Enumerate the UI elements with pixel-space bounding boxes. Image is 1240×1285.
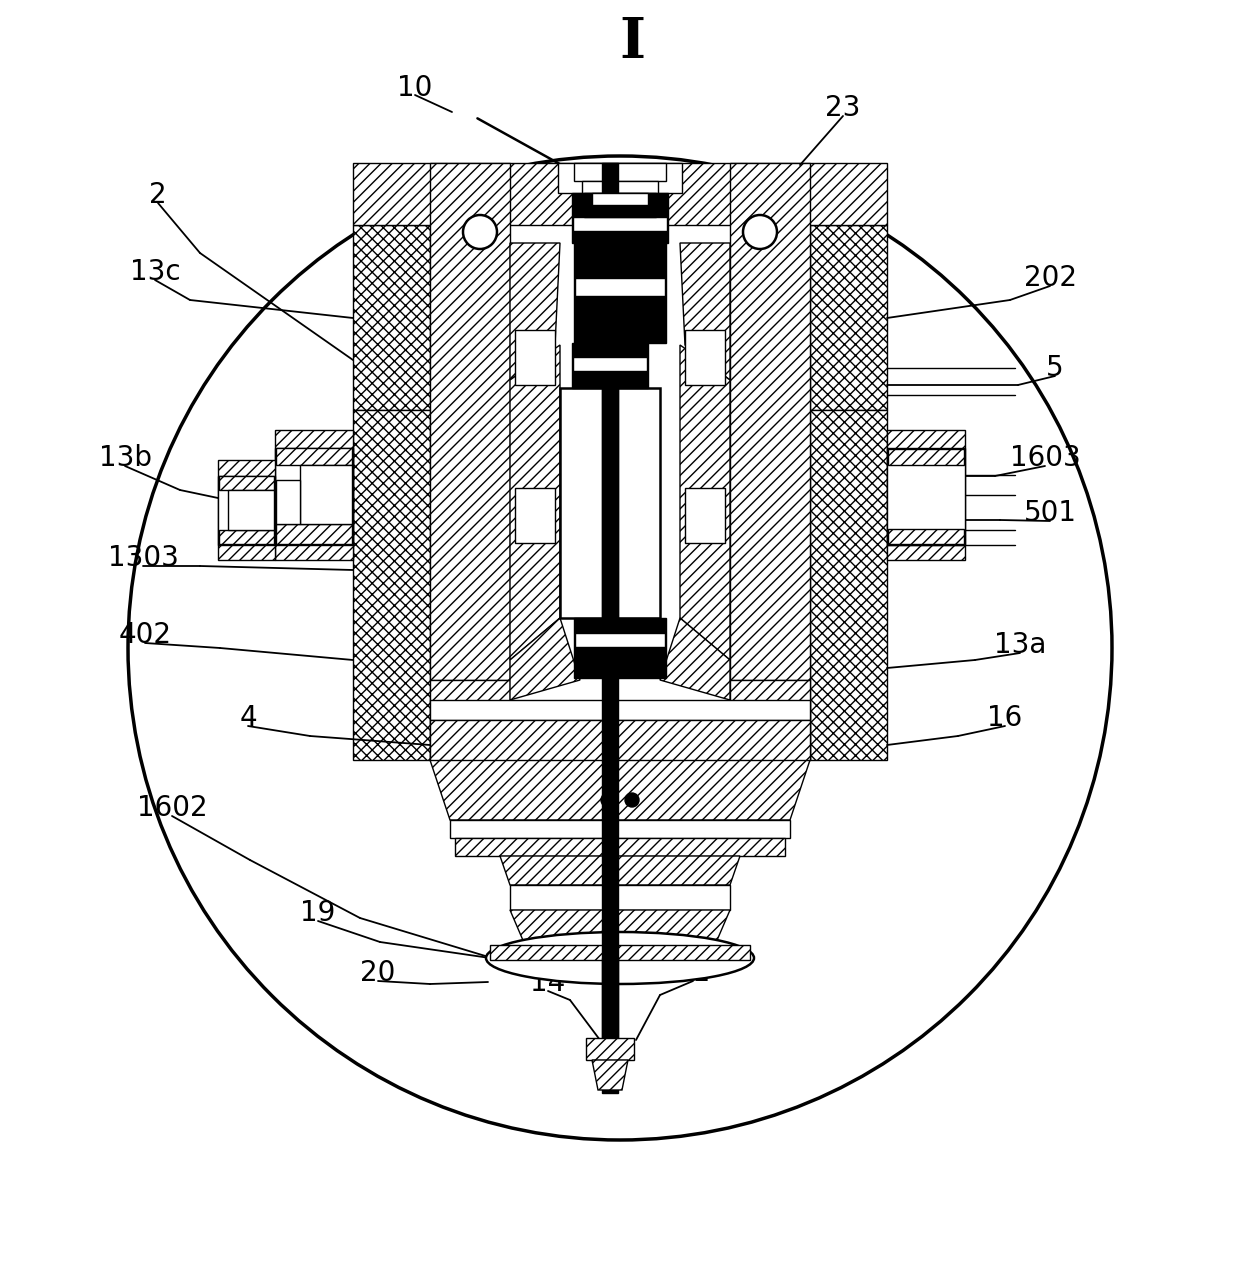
Polygon shape — [680, 243, 730, 380]
Polygon shape — [277, 448, 352, 465]
Text: 1303: 1303 — [108, 544, 179, 572]
Polygon shape — [887, 430, 965, 560]
Polygon shape — [455, 838, 785, 856]
Bar — [575, 634, 665, 648]
Circle shape — [128, 155, 1112, 1140]
Polygon shape — [490, 944, 750, 960]
Bar — [277, 481, 300, 524]
Bar — [582, 181, 658, 193]
Ellipse shape — [486, 932, 754, 984]
Polygon shape — [430, 759, 810, 820]
Text: I: I — [619, 14, 645, 69]
Text: 10: 10 — [397, 75, 433, 102]
Polygon shape — [353, 225, 430, 410]
Polygon shape — [591, 1060, 627, 1090]
Bar — [572, 343, 649, 388]
Text: 1603: 1603 — [1009, 445, 1080, 472]
Text: 1602: 1602 — [136, 794, 207, 822]
Bar — [558, 163, 682, 193]
Text: 13b: 13b — [98, 445, 151, 472]
Polygon shape — [353, 410, 430, 759]
Polygon shape — [450, 820, 790, 838]
Polygon shape — [587, 1038, 634, 1060]
Polygon shape — [510, 910, 730, 944]
Circle shape — [625, 793, 639, 807]
Bar — [684, 330, 725, 386]
Polygon shape — [275, 448, 353, 545]
Polygon shape — [730, 680, 810, 759]
Polygon shape — [430, 700, 810, 720]
Polygon shape — [277, 524, 352, 544]
Polygon shape — [430, 680, 510, 759]
Bar — [574, 243, 666, 343]
Text: 21: 21 — [676, 959, 711, 987]
Polygon shape — [500, 856, 740, 885]
Polygon shape — [353, 163, 887, 225]
Circle shape — [743, 215, 777, 249]
Bar — [572, 193, 668, 243]
Text: 16: 16 — [987, 704, 1023, 732]
Text: 19: 19 — [300, 899, 336, 926]
Bar — [300, 465, 352, 524]
Text: 23: 23 — [826, 94, 861, 122]
Bar — [601, 163, 618, 1094]
Bar — [515, 330, 556, 386]
Text: 14: 14 — [665, 826, 699, 855]
Text: 402: 402 — [119, 621, 171, 649]
Polygon shape — [510, 243, 560, 380]
Circle shape — [601, 793, 615, 807]
Text: 5: 5 — [1047, 353, 1064, 382]
Bar — [228, 490, 274, 529]
Text: 13a: 13a — [993, 631, 1047, 659]
Bar — [601, 959, 618, 1038]
Bar — [888, 448, 963, 465]
Text: 202: 202 — [1023, 263, 1076, 292]
Polygon shape — [730, 163, 810, 680]
Bar — [684, 488, 725, 544]
Bar — [887, 448, 965, 545]
Polygon shape — [430, 720, 810, 759]
Bar — [574, 618, 666, 678]
Polygon shape — [218, 475, 275, 545]
Bar — [575, 278, 665, 296]
Polygon shape — [510, 885, 730, 910]
Bar — [584, 193, 656, 217]
Polygon shape — [680, 344, 730, 660]
Polygon shape — [219, 529, 274, 544]
Text: 4: 4 — [239, 704, 257, 732]
Bar — [515, 488, 556, 544]
Bar — [601, 388, 618, 618]
Text: 14: 14 — [531, 969, 565, 997]
Bar — [573, 217, 667, 231]
Text: 20: 20 — [361, 959, 396, 987]
Bar — [573, 357, 647, 371]
Bar — [888, 529, 963, 544]
Bar — [591, 193, 649, 206]
Polygon shape — [430, 163, 510, 680]
Bar — [574, 163, 666, 181]
Polygon shape — [810, 225, 887, 410]
Polygon shape — [510, 344, 560, 660]
Text: 2: 2 — [149, 181, 167, 209]
Polygon shape — [660, 618, 730, 700]
Text: 501: 501 — [1023, 499, 1076, 527]
Polygon shape — [810, 410, 887, 759]
Polygon shape — [219, 475, 274, 490]
Circle shape — [463, 215, 497, 249]
Polygon shape — [275, 430, 353, 560]
Polygon shape — [510, 618, 580, 700]
Bar — [560, 388, 660, 618]
Text: 13c: 13c — [130, 258, 180, 287]
Polygon shape — [218, 460, 275, 560]
